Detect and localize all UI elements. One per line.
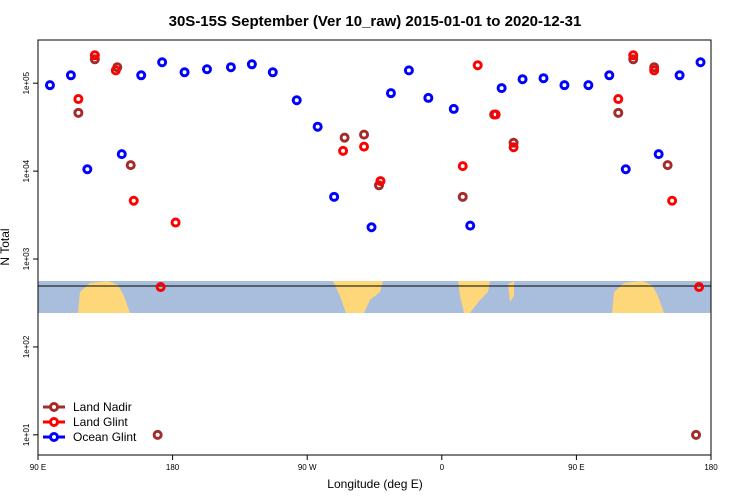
point	[508, 137, 519, 148]
point	[457, 191, 468, 202]
y-tick-label: 1e+02	[22, 335, 31, 358]
point	[157, 57, 168, 68]
point	[653, 149, 664, 160]
point	[359, 129, 370, 140]
point	[312, 121, 323, 132]
point	[628, 50, 639, 61]
x-tick-label: 180	[704, 463, 718, 472]
point	[517, 74, 528, 85]
point	[559, 80, 570, 91]
x-axis-label: Longitude (deg E)	[327, 477, 422, 491]
map-band	[38, 281, 711, 313]
x-tick-label: 90 E	[30, 463, 46, 472]
point	[604, 70, 615, 81]
legend-marker	[49, 417, 59, 427]
point	[152, 429, 163, 440]
point	[496, 83, 507, 94]
legend-label: Ocean Glint	[73, 430, 137, 444]
point	[694, 282, 705, 293]
point	[423, 92, 434, 103]
point	[329, 191, 340, 202]
point	[89, 50, 100, 61]
x-tick-label: 0	[440, 463, 445, 472]
legend-label: Land Nadir	[73, 400, 132, 414]
point	[116, 149, 127, 160]
point	[359, 141, 370, 152]
point	[667, 195, 678, 206]
point	[628, 54, 639, 65]
plot-frame	[37, 39, 712, 456]
point	[267, 67, 278, 78]
y-tick-label: 1e+04	[22, 159, 31, 182]
x-tick-label: 180	[166, 463, 180, 472]
y-tick-label: 1e+01	[22, 423, 31, 446]
point	[128, 195, 139, 206]
point	[613, 107, 624, 118]
point	[201, 64, 212, 75]
legend-marker	[49, 432, 59, 442]
x-tick-label: 90 E	[568, 463, 584, 472]
point	[490, 109, 501, 120]
point	[538, 73, 549, 84]
point	[583, 80, 594, 91]
point	[620, 164, 631, 175]
legend-label: Land Glint	[73, 415, 128, 429]
y-axis-label: N Total	[0, 228, 12, 265]
point	[136, 70, 147, 81]
point	[662, 160, 673, 171]
point	[179, 67, 190, 78]
x-tick-label: 90 W	[298, 463, 317, 472]
point	[472, 60, 483, 71]
point	[691, 429, 702, 440]
point	[73, 107, 84, 118]
point	[649, 65, 660, 76]
point	[155, 282, 166, 293]
point	[65, 70, 76, 81]
y-tick-label: 1e+05	[22, 71, 31, 94]
point	[448, 103, 459, 114]
point	[170, 217, 181, 228]
point	[508, 142, 519, 153]
point	[385, 88, 396, 99]
point	[375, 176, 386, 187]
point	[225, 62, 236, 73]
point	[613, 94, 624, 105]
point	[246, 59, 257, 70]
point	[89, 54, 100, 65]
point	[457, 161, 468, 172]
point	[44, 80, 55, 91]
point	[82, 164, 93, 175]
y-tick-label: 1e+03	[22, 247, 31, 270]
point	[338, 145, 349, 156]
point	[110, 65, 121, 76]
point	[366, 222, 377, 233]
chart-title: 30S-15S September (Ver 10_raw) 2015-01-0…	[169, 13, 582, 30]
point	[403, 65, 414, 76]
point	[291, 95, 302, 106]
legend-marker	[49, 402, 59, 412]
point	[674, 70, 685, 81]
point	[125, 160, 136, 171]
point	[695, 57, 706, 68]
point	[73, 94, 84, 105]
point	[339, 132, 350, 143]
point	[465, 220, 476, 231]
